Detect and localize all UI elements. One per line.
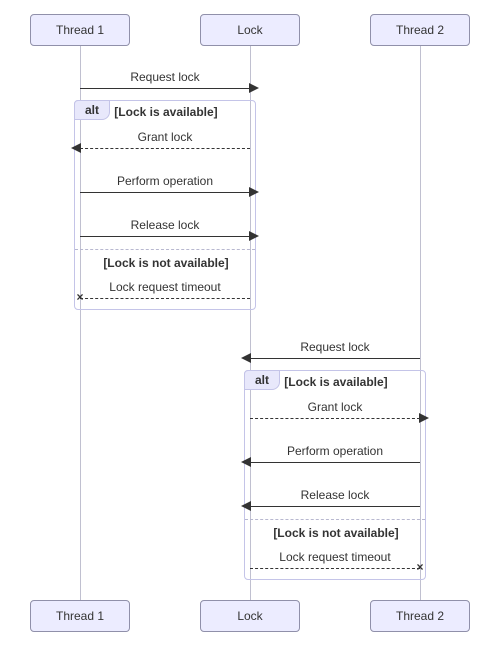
arrowhead-icon (71, 143, 81, 153)
x-terminator-icon: × (75, 292, 85, 302)
alt-guard: [Lock is not available] (75, 256, 257, 270)
arrowhead-icon (241, 501, 251, 511)
participant-label: Thread 2 (396, 23, 444, 37)
participant-box: Lock (200, 600, 300, 632)
message-arrow (250, 358, 420, 359)
participant-box: Thread 2 (370, 14, 470, 46)
participant-label: Lock (237, 609, 262, 623)
participant-box: Thread 1 (30, 14, 130, 46)
message-label: Grant lock (80, 130, 250, 144)
message-arrow (80, 192, 250, 193)
arrowhead-icon (249, 83, 259, 93)
participant-box: Thread 1 (30, 600, 130, 632)
message-label: Request lock (250, 340, 420, 354)
message-arrow (250, 462, 420, 463)
message-label: Lock request timeout (80, 280, 250, 294)
participant-label: Thread 2 (396, 609, 444, 623)
participant-box: Lock (200, 14, 300, 46)
message-arrow (250, 418, 420, 419)
message-label: Grant lock (250, 400, 420, 414)
message-arrow (80, 236, 250, 237)
message-label: Release lock (250, 488, 420, 502)
arrowhead-icon (241, 353, 251, 363)
message-arrow (80, 148, 250, 149)
arrowhead-icon (249, 231, 259, 241)
participant-label: Thread 1 (56, 23, 104, 37)
alt-guard: [Lock is not available] (245, 526, 427, 540)
message-label: Request lock (80, 70, 250, 84)
alt-divider (75, 249, 255, 250)
message-arrow (250, 506, 420, 507)
alt-guard: [Lock is available] (75, 105, 257, 119)
participant-box: Thread 2 (370, 600, 470, 632)
message-label: Perform operation (250, 444, 420, 458)
message-label: Release lock (80, 218, 250, 232)
arrowhead-icon (249, 187, 259, 197)
message-arrow (250, 568, 420, 569)
x-terminator-icon: × (415, 562, 425, 572)
message-arrow (80, 298, 250, 299)
message-label: Perform operation (80, 174, 250, 188)
participant-label: Thread 1 (56, 609, 104, 623)
alt-guard: [Lock is available] (245, 375, 427, 389)
message-arrow (80, 88, 250, 89)
alt-divider (245, 519, 425, 520)
participant-label: Lock (237, 23, 262, 37)
arrowhead-icon (241, 457, 251, 467)
arrowhead-icon (419, 413, 429, 423)
message-label: Lock request timeout (250, 550, 420, 564)
